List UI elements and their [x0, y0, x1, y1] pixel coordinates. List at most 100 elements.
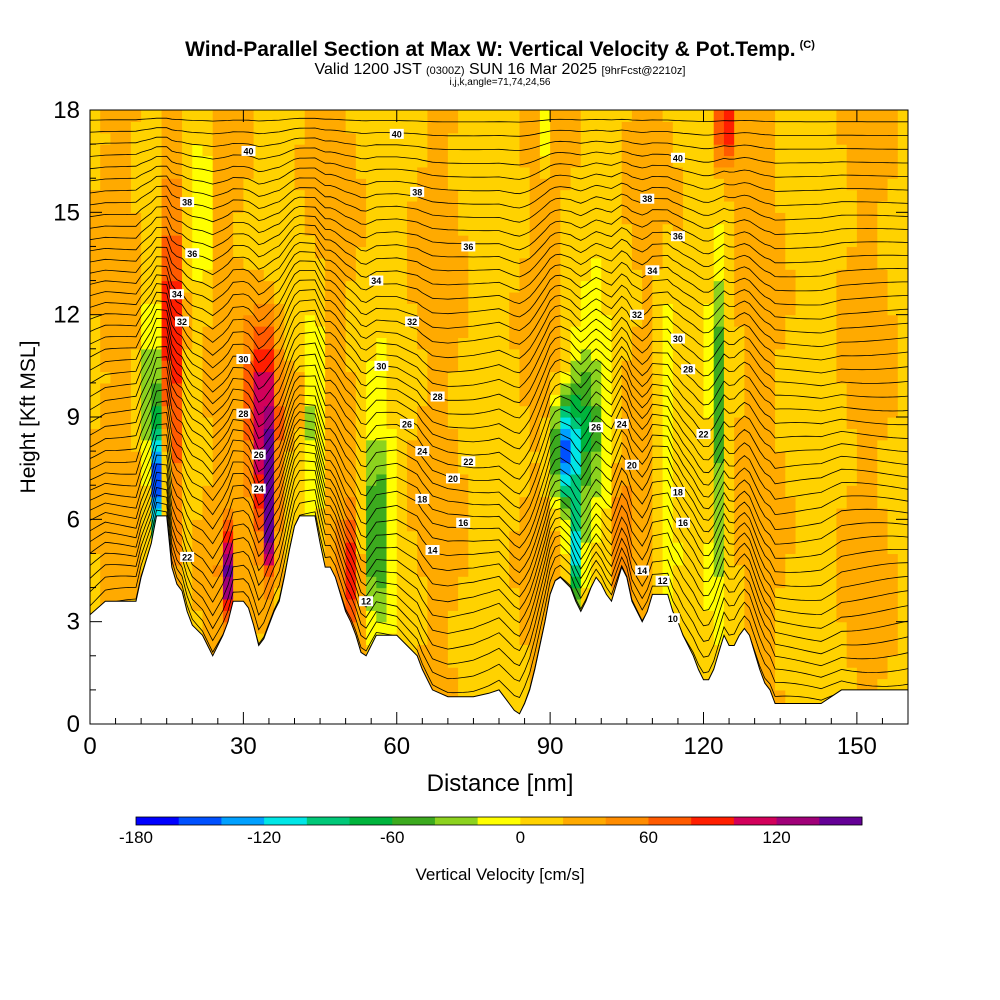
velocity-cell	[396, 189, 408, 202]
velocity-cell	[642, 360, 653, 373]
velocity-cell	[570, 382, 582, 395]
velocity-cell	[693, 655, 705, 668]
velocity-cell	[110, 178, 122, 191]
velocity-cell	[877, 519, 889, 532]
velocity-cell	[182, 291, 193, 304]
velocity-cell	[222, 496, 234, 509]
velocity-cell	[631, 314, 643, 327]
velocity-cell	[734, 166, 745, 179]
velocity-cell	[734, 337, 745, 350]
velocity-cell	[846, 178, 858, 191]
velocity-cell	[683, 530, 694, 543]
velocity-cell	[478, 235, 490, 248]
velocity-cell	[550, 462, 561, 475]
velocity-cell	[539, 235, 551, 248]
velocity-cell	[642, 587, 653, 600]
velocity-cell	[652, 155, 664, 168]
velocity-cell	[580, 166, 592, 179]
velocity-cell	[754, 621, 766, 634]
velocity-cell	[182, 439, 193, 452]
velocity-cell	[764, 337, 776, 350]
velocity-cell	[785, 519, 797, 532]
velocity-cell	[458, 678, 469, 691]
velocity-cell	[591, 394, 602, 407]
velocity-cell	[222, 576, 234, 589]
velocity-cell	[478, 110, 490, 122]
velocity-cell	[570, 291, 582, 304]
velocity-cell	[468, 280, 480, 293]
velocity-cell	[355, 337, 367, 350]
velocity-cell	[764, 542, 776, 555]
velocity-cell	[744, 326, 756, 339]
velocity-cell	[591, 428, 602, 441]
velocity-cell	[274, 200, 285, 213]
velocity-cell	[805, 678, 817, 691]
velocity-cell	[253, 530, 265, 543]
velocity-cell	[867, 655, 878, 668]
velocity-cell	[488, 155, 500, 168]
velocity-cell	[703, 394, 715, 407]
velocity-cell	[519, 326, 531, 339]
velocity-cell	[458, 564, 469, 577]
velocity-cell	[723, 542, 735, 555]
velocity-cell	[580, 326, 592, 339]
velocity-cell	[815, 166, 827, 179]
velocity-cell	[406, 519, 418, 532]
velocity-cell	[744, 507, 756, 520]
velocity-cell	[284, 371, 296, 384]
velocity-cell	[519, 485, 531, 498]
velocity-cell	[775, 587, 786, 600]
velocity-cell	[795, 507, 807, 520]
velocity-cell	[713, 132, 725, 145]
velocity-cell	[386, 576, 398, 589]
velocity-cell	[631, 200, 643, 213]
velocity-cell	[713, 189, 725, 202]
velocity-cell	[253, 553, 265, 566]
velocity-cell	[202, 110, 214, 122]
velocity-cell	[897, 553, 908, 566]
velocity-cell	[723, 269, 735, 282]
velocity-cell	[386, 348, 398, 361]
velocity-cell	[222, 280, 234, 293]
velocity-cell	[417, 462, 429, 475]
velocity-cell	[703, 530, 715, 543]
velocity-cell	[867, 576, 878, 589]
velocity-cell	[478, 485, 490, 498]
velocity-cell	[631, 132, 643, 145]
velocity-cell	[877, 382, 889, 395]
velocity-cell	[734, 371, 745, 384]
velocity-cell	[826, 189, 838, 202]
velocity-cell	[100, 553, 112, 566]
velocity-cell	[468, 530, 480, 543]
velocity-cell	[396, 121, 408, 134]
velocity-cell	[325, 314, 336, 327]
velocity-cell	[90, 496, 101, 509]
velocity-cell	[519, 291, 531, 304]
velocity-cell	[560, 530, 572, 543]
velocity-cell	[867, 610, 878, 623]
velocity-cell	[754, 280, 766, 293]
velocity-cell	[775, 405, 786, 418]
velocity-cell	[222, 110, 234, 122]
velocity-cell	[775, 530, 786, 543]
velocity-cell	[856, 394, 868, 407]
velocity-cell	[141, 496, 152, 509]
velocity-cell	[233, 451, 244, 464]
contour-label-bg	[624, 459, 639, 470]
velocity-cell	[867, 428, 878, 441]
velocity-cell	[386, 439, 398, 452]
colorbar-tick-label: 0	[516, 828, 525, 847]
velocity-cell	[284, 280, 296, 293]
velocity-cell	[897, 655, 908, 668]
theta-contour	[90, 136, 908, 152]
velocity-cell	[202, 360, 214, 373]
velocity-cell	[120, 485, 132, 498]
velocity-cell	[141, 417, 152, 429]
velocity-cell	[775, 223, 786, 236]
velocity-cell	[539, 473, 551, 486]
velocity-cell	[202, 394, 214, 407]
velocity-cell	[182, 166, 193, 179]
velocity-cell	[601, 462, 613, 475]
velocity-cell	[202, 303, 214, 316]
velocity-cell	[406, 257, 418, 270]
